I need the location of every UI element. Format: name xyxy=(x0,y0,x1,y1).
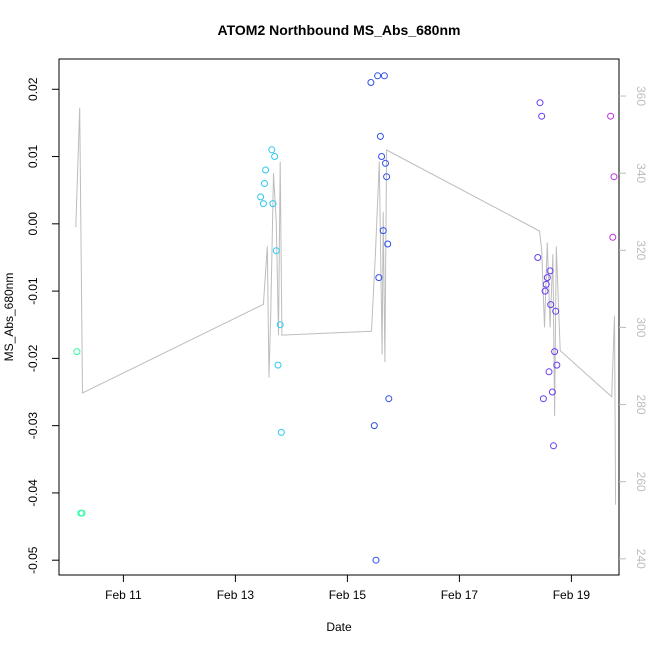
data-point xyxy=(534,254,542,261)
data-point xyxy=(367,79,375,86)
data-point xyxy=(546,267,554,275)
data-point xyxy=(257,193,265,201)
data-point xyxy=(269,200,277,208)
scatter-points-layer xyxy=(73,72,618,564)
data-point xyxy=(543,274,551,282)
y2-tick-label: 300 xyxy=(634,317,648,337)
x-tick-label: Feb 17 xyxy=(441,588,479,602)
data-point xyxy=(609,233,617,241)
x-axis: Feb 11 Feb 13 Feb 15 Feb 17 Feb 19 xyxy=(105,575,590,602)
y-tick-label: 0.00 xyxy=(26,212,40,236)
data-point xyxy=(376,132,384,140)
data-point xyxy=(274,361,282,369)
data-point xyxy=(385,395,393,403)
secondary-line-layer xyxy=(75,107,617,505)
data-point xyxy=(382,159,389,167)
y2-tick-label: 240 xyxy=(634,549,648,569)
chart-title: ATOM2 Northbound MS_Abs_680nm xyxy=(218,22,461,38)
y2-tick-label: 320 xyxy=(634,240,648,260)
y-tick-label: -0.05 xyxy=(26,546,40,574)
x-tick-label: Feb 15 xyxy=(329,588,367,602)
y2-tick-label: 360 xyxy=(634,86,648,106)
secondary-y-axis: 240 260 280 300 320 340 360 xyxy=(619,86,648,569)
data-point xyxy=(547,301,555,309)
data-point xyxy=(262,166,270,174)
data-point xyxy=(541,287,549,295)
data-point xyxy=(545,368,553,376)
y2-tick-label: 340 xyxy=(634,163,648,183)
data-point xyxy=(536,99,544,107)
data-point xyxy=(542,280,550,288)
y-tick-label: 0.01 xyxy=(26,144,40,168)
x-axis-label: Date xyxy=(326,620,352,634)
data-point xyxy=(378,153,386,160)
x-tick-label: Feb 13 xyxy=(217,588,255,602)
data-point xyxy=(384,240,392,248)
data-point xyxy=(375,274,383,282)
data-point xyxy=(552,307,560,315)
y-tick-label: 0.02 xyxy=(26,77,40,101)
data-point xyxy=(374,72,382,80)
data-point xyxy=(383,173,391,181)
data-point xyxy=(380,72,388,80)
data-point xyxy=(607,112,615,120)
data-point xyxy=(370,422,378,430)
data-point xyxy=(610,173,618,181)
data-point xyxy=(550,442,557,450)
secondary-series-line xyxy=(75,107,617,505)
data-point xyxy=(539,395,547,403)
data-point xyxy=(261,180,268,187)
y-tick-label: -0.03 xyxy=(26,412,40,440)
data-point xyxy=(272,247,280,255)
data-point xyxy=(73,348,81,356)
x-tick-label: Feb 11 xyxy=(105,588,142,602)
data-point xyxy=(271,153,279,160)
data-point xyxy=(259,200,267,208)
y2-tick-label: 280 xyxy=(634,394,648,414)
y-tick-label: -0.02 xyxy=(26,344,40,372)
y2-tick-label: 260 xyxy=(634,472,648,492)
y-tick-label: -0.01 xyxy=(26,277,40,305)
data-point xyxy=(78,509,86,517)
data-point xyxy=(553,361,561,369)
data-point xyxy=(538,112,546,120)
x-tick-label: Feb 19 xyxy=(553,588,591,602)
data-point xyxy=(379,227,387,235)
y-axis-label: MS_Abs_680nm xyxy=(2,273,16,362)
data-point xyxy=(276,321,284,329)
data-point xyxy=(548,388,556,396)
data-point xyxy=(551,348,559,356)
data-point xyxy=(277,428,285,436)
data-point xyxy=(372,556,380,564)
data-point xyxy=(268,146,276,154)
plot-area-frame xyxy=(58,58,620,576)
y-axis: 0.02 0.01 0.00 -0.01 -0.02 -0.03 -0.04 -0.05 xyxy=(26,77,59,574)
y-tick-label: -0.04 xyxy=(26,479,40,507)
